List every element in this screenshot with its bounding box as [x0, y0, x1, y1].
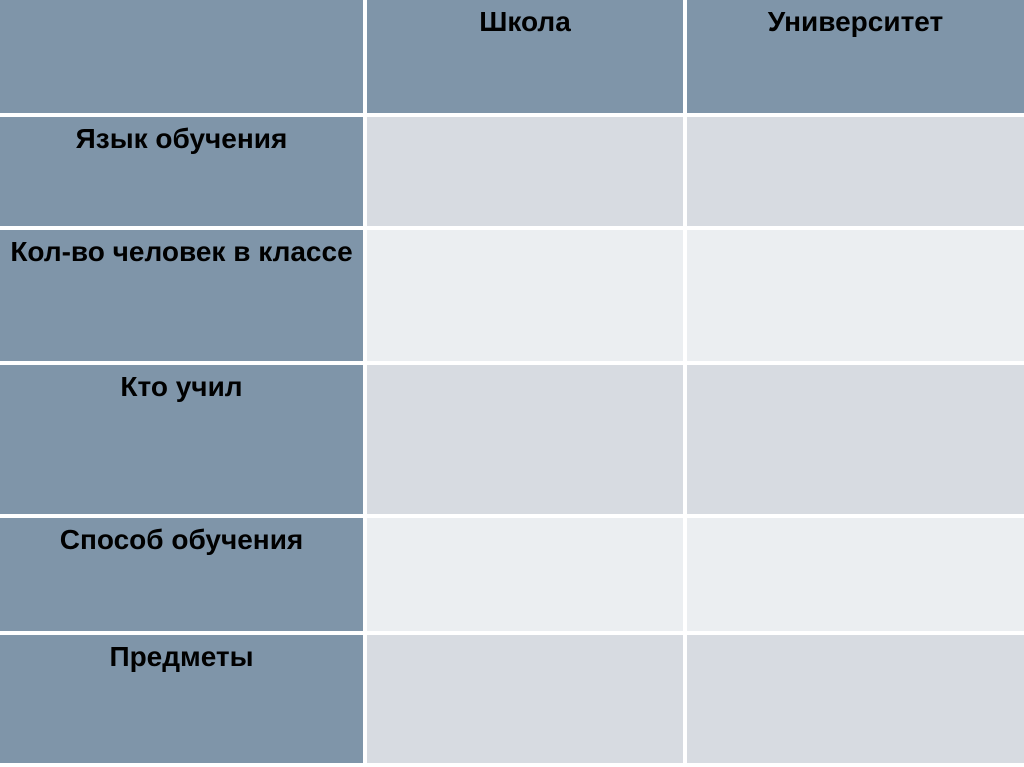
cell-subjects-university — [687, 635, 1024, 763]
cell-class-size-school — [367, 230, 683, 361]
row-label-class-size: Кол-во человек в классе — [0, 230, 363, 361]
row-label-who-taught: Кто учил — [0, 365, 363, 514]
cell-language-university — [687, 117, 1024, 226]
table-corner-cell — [0, 0, 363, 113]
row-label-teaching-method: Способ обучения — [0, 518, 363, 631]
cell-subjects-school — [367, 635, 683, 763]
cell-who-taught-school — [367, 365, 683, 514]
column-header-university: Университет — [687, 0, 1024, 113]
cell-language-school — [367, 117, 683, 226]
row-label-subjects: Предметы — [0, 635, 363, 763]
column-header-school: Школа — [367, 0, 683, 113]
cell-teaching-method-school — [367, 518, 683, 631]
cell-who-taught-university — [687, 365, 1024, 514]
cell-class-size-university — [687, 230, 1024, 361]
cell-teaching-method-university — [687, 518, 1024, 631]
row-label-language: Язык обучения — [0, 117, 363, 226]
